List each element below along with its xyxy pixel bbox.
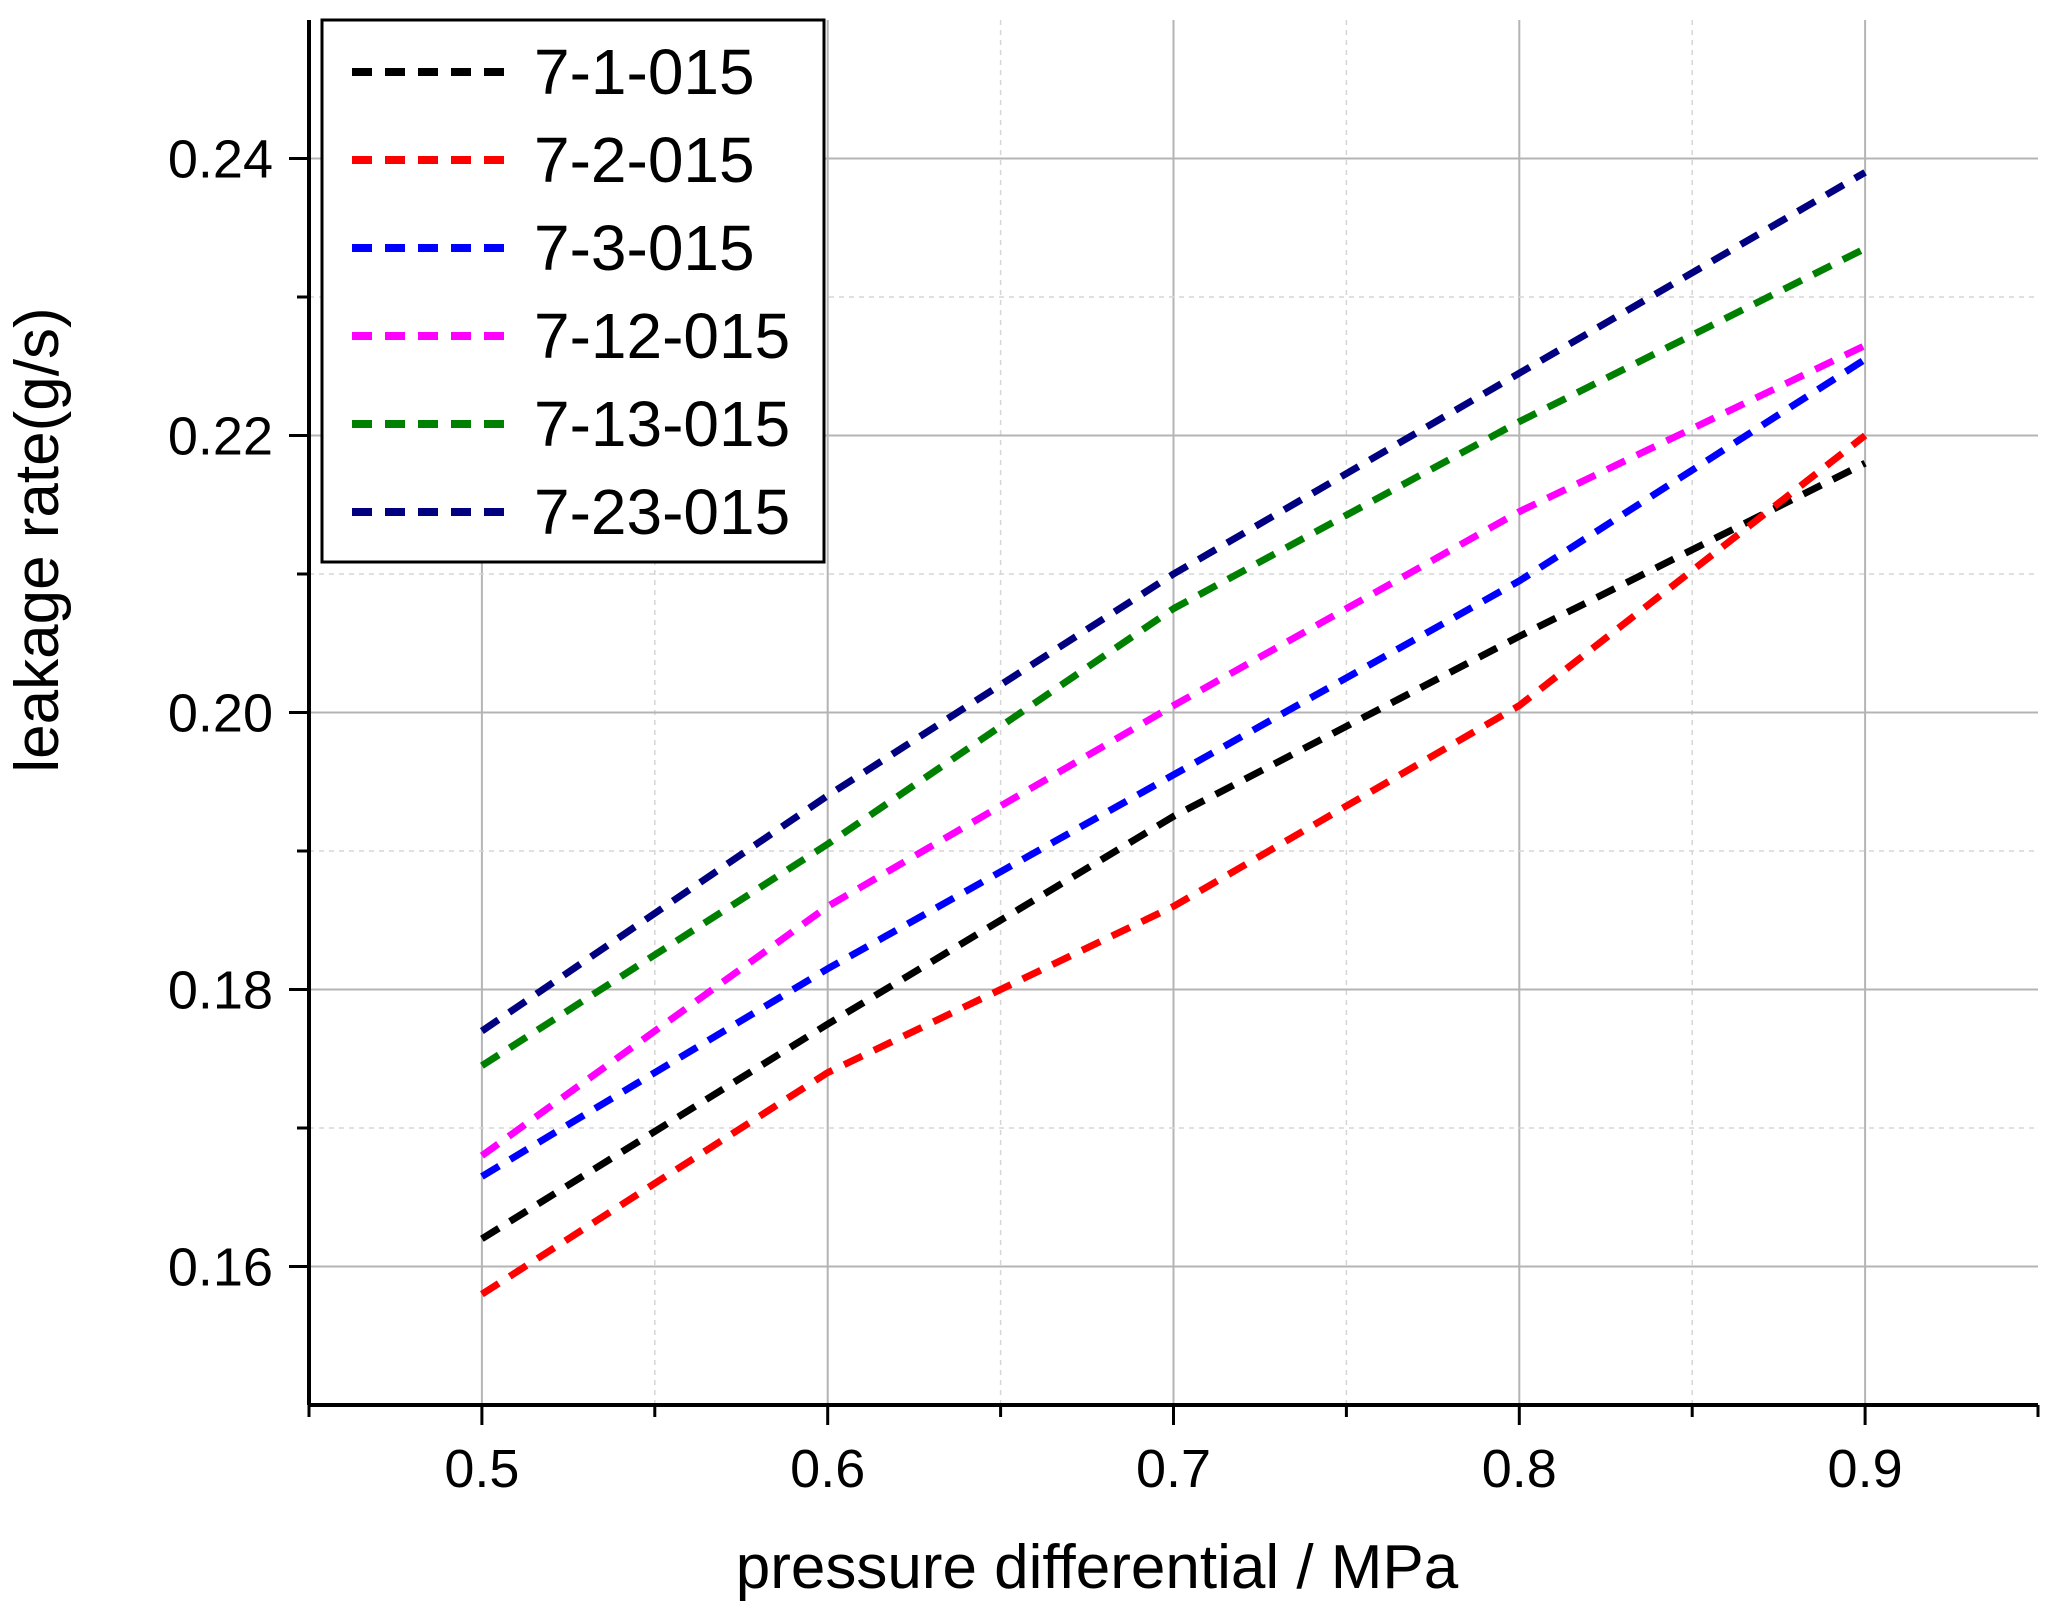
data-series [479, 169, 1868, 1298]
series-line-7-2-015 [480, 432, 1868, 1298]
x-tick-label: 0.6 [790, 1439, 865, 1499]
x-tick-label: 0.9 [1828, 1439, 1903, 1499]
legend: 7-1-015 7-2-015 7-3-015 7-12-015 7-13-015 7-2… [320, 18, 826, 564]
series-line-7-1-015 [480, 460, 1867, 1242]
legend-label-7-2-015: 7-2-015 [534, 124, 755, 196]
x-axis-title: pressure differential / MPa [736, 1533, 1459, 1602]
legend-label-7-3-015: 7-3-015 [534, 212, 755, 284]
series-line-7-12-015 [479, 342, 1867, 1159]
y-tick-label: 0.16 [168, 1238, 273, 1298]
legend-label-7-13-015: 7-13-015 [534, 388, 790, 460]
grid [309, 20, 2038, 1405]
series-line-7-13-015 [480, 245, 1867, 1069]
x-tick-label: 0.7 [1136, 1439, 1211, 1499]
axes: 0.5 0.6 0.7 0.8 0.9 0.16 0.18 0.20 0.22 0.24 [168, 20, 2040, 1499]
legend-label-7-12-015: 7-12-015 [534, 300, 790, 372]
y-axis-title: leakage rate(g/s) [3, 307, 72, 772]
y-tick-label: 0.22 [168, 407, 273, 467]
x-tick-label: 0.8 [1482, 1439, 1557, 1499]
legend-box [320, 18, 826, 564]
series-line-7-3-015 [480, 356, 1867, 1180]
legend-label-7-1-015: 7-1-015 [534, 36, 755, 108]
y-tick-label: 0.18 [168, 961, 273, 1021]
series-line-7-23-015 [479, 169, 1867, 1034]
legend-label-7-23-015: 7-23-015 [534, 476, 790, 548]
y-tick-label: 0.20 [168, 684, 273, 744]
y-tick-label: 0.24 [168, 130, 273, 190]
x-tick-label: 0.5 [444, 1439, 519, 1499]
